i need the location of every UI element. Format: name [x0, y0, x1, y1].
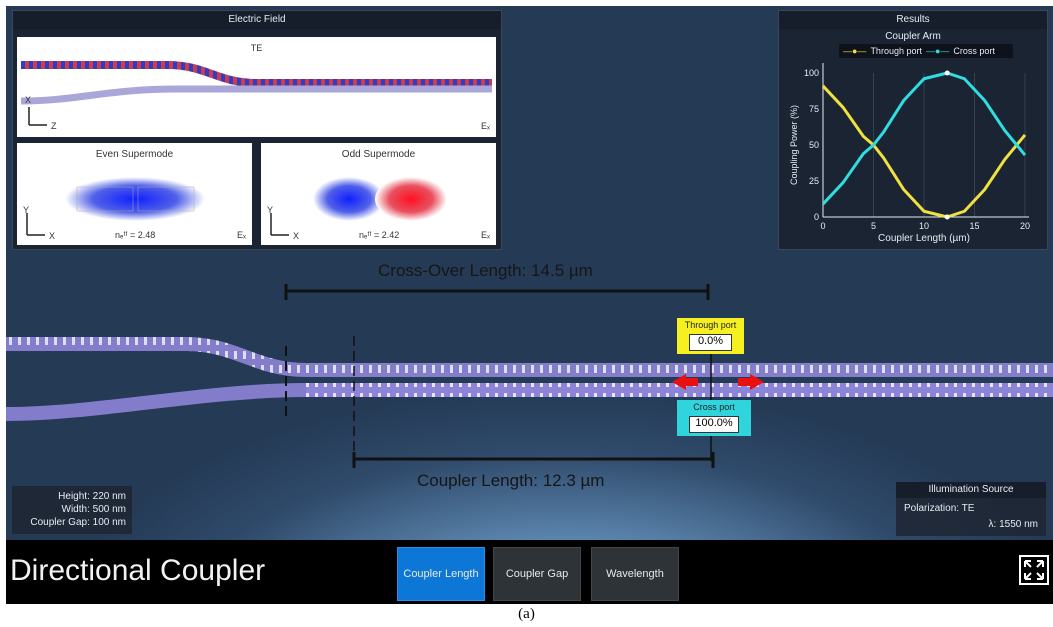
- even-mode-graphic: [26, 177, 205, 236]
- dimensions-panel: Height: 220 nm Width: 500 nm Coupler Gap…: [12, 486, 132, 534]
- waveguide-diagram: [6, 337, 1053, 421]
- results-subtitle: Coupler Arm: [885, 31, 941, 42]
- te-component: Eₓ: [481, 121, 490, 131]
- even-axis-x: X: [49, 231, 56, 241]
- te-axis-z: Z: [51, 121, 57, 131]
- x-tick-label: 15: [969, 221, 979, 231]
- y-tick-label: 100: [804, 68, 819, 78]
- even-neff: nₑᶠᶠ = 2.48: [115, 230, 156, 240]
- results-panel: Results Coupler Arm —●— Through port —●—…: [778, 10, 1048, 250]
- even-component: Eₓ: [237, 230, 246, 240]
- legend-cross-label: Cross port: [953, 46, 995, 56]
- even-axis-y: Y: [23, 205, 30, 215]
- te-label: TE: [250, 43, 263, 53]
- cross-port-label: Cross port: [693, 402, 735, 412]
- fullscreen-icon: [1024, 560, 1044, 580]
- odd-axis-y: Y: [267, 205, 274, 215]
- app-title: Directional Coupler: [10, 554, 266, 587]
- x-tick-label: 5: [871, 221, 876, 231]
- legend-through-swatch: —●—: [843, 46, 867, 56]
- tab-coupler-gap[interactable]: Coupler Gap: [493, 547, 581, 601]
- electric-field-panel: Electric Field TE X Z Eₓ Even Supermode: [12, 10, 502, 250]
- crossover-length-label: Cross-Over Length: 14.5 µm: [378, 261, 593, 280]
- through-port-readout: Through port 0.0%: [677, 318, 744, 354]
- y-axis-label: Coupling Power (%): [789, 105, 799, 185]
- odd-mode-graphic: [270, 177, 447, 236]
- even-supermode-title: Even Supermode: [95, 149, 174, 160]
- odd-component: Eₓ: [481, 230, 490, 240]
- x-axis-label: Coupler Length (µm): [878, 233, 970, 244]
- odd-axis-x: X: [293, 231, 300, 241]
- x-tick-label: 10: [919, 221, 929, 231]
- illumination-panel: Illumination Source Polarization: TE λ: …: [896, 482, 1046, 536]
- cross-port-value: 100.0%: [689, 416, 739, 433]
- through-port-series: [821, 84, 1027, 219]
- even-supermode-view: Even Supermode Y X nₑᶠᶠ = 2.48 Eₓ: [17, 143, 252, 245]
- through-port-value: 0.0%: [689, 334, 732, 351]
- legend-through-label: Through port: [870, 46, 922, 56]
- odd-neff: nₑᶠᶠ = 2.42: [359, 230, 400, 240]
- app-window: Electric Field TE X Z Eₓ Even Supermode: [6, 6, 1053, 604]
- tab-coupler-length[interactable]: Coupler Length: [397, 547, 485, 601]
- te-axis-x: X: [25, 95, 32, 105]
- length-markers: [284, 284, 764, 468]
- te-field-view: TE X Z Eₓ: [17, 37, 496, 137]
- wavelength-value: λ: 1550 nm: [988, 519, 1038, 530]
- tab-wavelength[interactable]: Wavelength: [591, 547, 679, 601]
- legend-cross-swatch: —●—: [925, 46, 950, 56]
- coupling-power-chart: 0 5 10 15 20 0 25 50 75 100 Coupler Length (µm) Cou…: [789, 63, 1030, 244]
- illumination-title: Illumination Source: [896, 482, 1046, 498]
- cross-port-series: [821, 71, 1027, 206]
- odd-supermode-view: Odd Supermode Y X nₑᶠᶠ = 2.42 Eₓ: [261, 143, 496, 245]
- odd-supermode-title: Odd Supermode: [341, 149, 416, 160]
- width-value: Width: 500 nm: [61, 504, 126, 515]
- x-tick-label: 20: [1020, 221, 1030, 231]
- y-tick-label: 0: [814, 212, 819, 222]
- through-port-label: Through port: [684, 320, 737, 330]
- x-tick-label: 0: [820, 221, 825, 231]
- y-tick-label: 75: [809, 104, 819, 114]
- figure-caption: (a): [518, 606, 535, 622]
- te-field-graphic: [20, 61, 492, 126]
- polarization-value: Polarization: TE: [904, 503, 975, 514]
- cross-current-point: [944, 70, 950, 76]
- coupler-length-label: Coupler Length: 12.3 µm: [417, 471, 605, 490]
- electric-field-title: Electric Field: [13, 11, 501, 29]
- y-tick-label: 25: [809, 176, 819, 186]
- results-legend: —●— Through port —●— Cross port: [839, 44, 1013, 58]
- height-value: Height: 220 nm: [58, 491, 126, 502]
- y-tick-label: 50: [809, 140, 819, 150]
- cross-port-readout: Cross port 100.0%: [677, 400, 751, 436]
- fullscreen-button[interactable]: [1019, 555, 1049, 585]
- gap-value: Coupler Gap: 100 nm: [30, 517, 126, 528]
- through-current-point: [944, 214, 950, 220]
- results-title: Results: [779, 11, 1047, 29]
